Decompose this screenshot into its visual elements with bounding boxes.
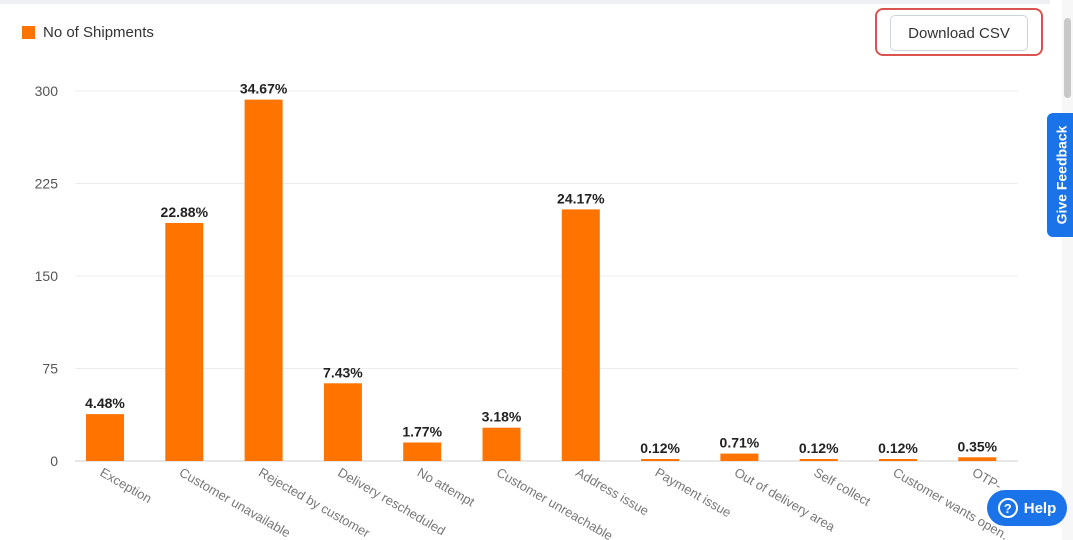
- give-feedback-tab[interactable]: Give Feedback: [1047, 113, 1073, 237]
- y-tick-label: 75: [42, 361, 58, 377]
- y-tick-label: 0: [50, 453, 58, 469]
- y-tick-label: 300: [35, 83, 59, 99]
- bar[interactable]: [86, 414, 124, 461]
- legend-label: No of Shipments: [43, 24, 154, 41]
- data-label: 0.12%: [640, 440, 680, 456]
- bar[interactable]: [561, 209, 600, 461]
- download-csv-button[interactable]: Download CSV: [890, 15, 1028, 51]
- x-tick-label: Self collect: [811, 465, 873, 510]
- legend-swatch: [22, 26, 35, 39]
- help-button[interactable]: ? Help: [987, 490, 1067, 526]
- data-label: 0.71%: [720, 435, 760, 451]
- y-tick-label: 150: [35, 268, 59, 284]
- bar[interactable]: [720, 453, 759, 461]
- data-label: 3.18%: [482, 409, 522, 425]
- top-border: [0, 0, 1050, 4]
- question-circle-icon: ?: [997, 498, 1018, 518]
- bar[interactable]: [165, 222, 204, 461]
- bar[interactable]: [323, 383, 362, 461]
- download-csv-highlight: [875, 8, 1043, 56]
- data-label: 24.17%: [557, 190, 605, 206]
- x-tick-label: Address issue: [573, 465, 651, 519]
- data-label: 1.77%: [402, 424, 442, 440]
- bar[interactable]: [244, 99, 283, 461]
- data-label: 0.12%: [878, 440, 918, 456]
- bar[interactable]: [799, 459, 838, 461]
- data-label: 34.67%: [240, 81, 288, 97]
- scroll-thumb[interactable]: [1064, 18, 1071, 98]
- bar[interactable]: [482, 427, 521, 461]
- legend[interactable]: No of Shipments: [22, 24, 154, 41]
- x-tick-label: Payment issue: [653, 465, 734, 521]
- page-scrollbar[interactable]: [1062, 0, 1073, 540]
- data-label: 4.48%: [85, 395, 125, 411]
- y-tick-label: 225: [35, 176, 59, 192]
- data-label: 7.43%: [323, 364, 363, 380]
- bar[interactable]: [403, 442, 442, 462]
- data-label: 0.35%: [957, 438, 997, 454]
- data-label: 22.88%: [161, 204, 209, 220]
- bar[interactable]: [958, 457, 997, 461]
- data-label: 0.12%: [799, 440, 839, 456]
- x-tick-label: No attempt: [415, 465, 478, 510]
- help-label: Help: [1023, 499, 1057, 517]
- give-feedback-label: Give Feedback: [1053, 125, 1070, 225]
- bar[interactable]: [879, 459, 917, 461]
- bar[interactable]: [641, 459, 680, 461]
- x-tick-label: Exception: [98, 465, 155, 507]
